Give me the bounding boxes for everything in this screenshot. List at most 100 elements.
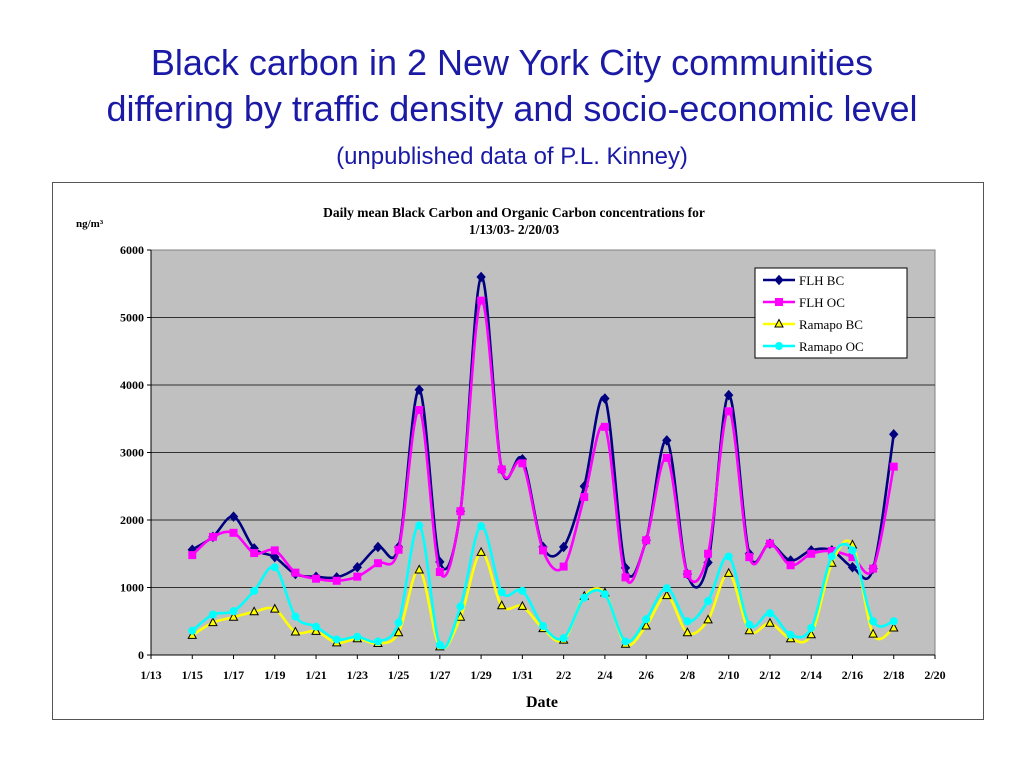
x-tick-label: 1/21 — [305, 668, 326, 682]
data-point-ramapo-oc — [848, 546, 857, 555]
data-point-ramapo-bc — [517, 600, 528, 610]
x-tick-label: 1/23 — [347, 668, 368, 682]
x-tick-label: 1/27 — [429, 668, 450, 682]
legend-marker — [775, 342, 783, 350]
x-tick-label: 2/18 — [883, 668, 904, 682]
data-point-ramapo-bc — [249, 606, 259, 616]
x-tick-label: 1/19 — [264, 668, 285, 682]
x-tick-label: 1/31 — [512, 668, 533, 682]
data-point-ramapo-oc — [270, 563, 279, 572]
data-point-ramapo-oc — [539, 621, 547, 630]
y-tick-label: 5000 — [120, 311, 144, 325]
legend-item-ramapo-bc: Ramapo BC — [763, 317, 863, 332]
data-point-ramapo-oc — [456, 602, 465, 611]
line-chart: Daily mean Black Carbon and Organic Carb… — [76, 205, 946, 711]
x-tick-label: 1/29 — [470, 668, 491, 682]
x-tick-label: 1/13 — [140, 668, 161, 682]
data-point-flh-bc — [270, 551, 280, 563]
data-point-flh-oc — [807, 549, 816, 558]
x-tick-label: 2/10 — [718, 668, 739, 682]
data-point-flh-oc — [642, 536, 651, 545]
data-point-flh-oc — [621, 573, 630, 582]
data-point-flh-bc — [558, 541, 569, 553]
data-point-flh-bc — [847, 561, 858, 573]
data-point-ramapo-oc — [229, 607, 238, 616]
data-point-ramapo-oc — [559, 634, 568, 643]
slide-subtitle: (unpublished data of P.L. Kinney) — [336, 143, 688, 170]
chart-title-line-2: 1/13/03- 2/20/03 — [469, 222, 560, 237]
data-point-flh-oc — [291, 568, 300, 577]
data-point-ramapo-oc — [889, 617, 898, 626]
chart-title-line-1: Daily mean Black Carbon and Organic Carb… — [323, 205, 705, 220]
data-point-flh-oc — [456, 507, 465, 516]
y-axis-label: ng/m³ — [76, 218, 104, 230]
x-tick-label: 1/25 — [388, 668, 409, 682]
data-point-flh-oc — [373, 559, 382, 568]
data-point-ramapo-oc — [373, 637, 382, 646]
data-point-flh-oc — [580, 493, 589, 502]
y-tick-label: 2000 — [120, 513, 144, 527]
data-point-ramapo-oc — [662, 584, 671, 593]
data-point-ramapo-oc — [683, 617, 692, 626]
data-point-ramapo-oc — [497, 588, 506, 597]
data-point-ramapo-bc — [723, 567, 734, 577]
data-point-ramapo-oc — [332, 635, 341, 644]
data-point-ramapo-bc — [661, 590, 672, 600]
data-point-ramapo-bc — [806, 629, 817, 639]
data-point-flh-oc — [745, 553, 754, 562]
data-point-flh-oc — [889, 462, 898, 471]
x-tick-label: 1/15 — [182, 668, 203, 682]
data-point-ramapo-oc — [580, 593, 589, 602]
data-point-ramapo-oc — [745, 620, 754, 629]
data-point-ramapo-oc — [621, 637, 630, 646]
data-point-ramapo-bc — [703, 614, 713, 624]
y-tick-label: 3000 — [120, 446, 144, 460]
data-point-flh-oc — [353, 572, 362, 581]
data-point-flh-bc — [662, 435, 672, 446]
data-point-ramapo-oc — [435, 640, 444, 649]
legend-marker — [774, 274, 784, 286]
legend-label: Ramapo OC — [799, 339, 864, 354]
series-ramapo-oc — [188, 521, 898, 650]
data-point-flh-oc — [415, 405, 424, 414]
data-point-ramapo-oc — [188, 626, 197, 635]
data-point-flh-oc — [704, 549, 713, 558]
legend: FLH BC FLH OC Ramapo BC Ramapo OC — [754, 267, 908, 359]
data-point-flh-bc — [352, 561, 362, 573]
x-tick-label: 2/8 — [680, 668, 695, 682]
legend-marker — [774, 318, 784, 328]
data-point-flh-oc — [250, 549, 259, 558]
data-point-flh-bc — [228, 511, 239, 522]
data-point-flh-bc — [889, 429, 899, 440]
data-point-ramapo-oc — [394, 618, 403, 627]
data-point-ramapo-oc — [353, 632, 362, 641]
series-flh-oc — [188, 296, 898, 585]
chart-frame: Daily mean Black Carbon and Organic Carb… — [52, 182, 984, 720]
data-point-ramapo-oc — [312, 622, 321, 631]
data-point-flh-oc — [724, 407, 733, 416]
data-point-ramapo-oc — [765, 609, 774, 618]
x-tick-label: 2/6 — [638, 668, 653, 682]
data-point-flh-oc — [765, 539, 774, 548]
data-point-ramapo-bc — [414, 564, 425, 574]
data-point-ramapo-bc — [496, 600, 507, 610]
data-point-ramapo-oc — [415, 521, 424, 530]
slide-title: Black carbon in 2 New York City communit… — [0, 40, 1024, 132]
legend-marker — [775, 298, 783, 306]
data-point-ramapo-bc — [888, 622, 899, 632]
x-tick-label: 2/4 — [597, 668, 612, 682]
data-point-flh-oc — [477, 296, 486, 305]
legend-label: FLH BC — [799, 273, 844, 288]
data-point-ramapo-bc — [744, 625, 755, 635]
data-point-flh-oc — [435, 567, 444, 576]
data-point-flh-oc — [662, 453, 671, 462]
data-point-flh-oc — [332, 576, 341, 585]
slide-title-line-2: differing by traffic density and socio-e… — [106, 88, 918, 129]
data-point-ramapo-oc — [642, 615, 651, 624]
data-point-ramapo-bc — [641, 620, 651, 630]
data-point-ramapo-oc — [724, 552, 733, 561]
data-point-ramapo-oc — [518, 586, 527, 595]
data-point-ramapo-oc — [827, 552, 836, 561]
data-point-ramapo-bc — [476, 546, 486, 556]
data-point-ramapo-oc — [291, 612, 300, 621]
